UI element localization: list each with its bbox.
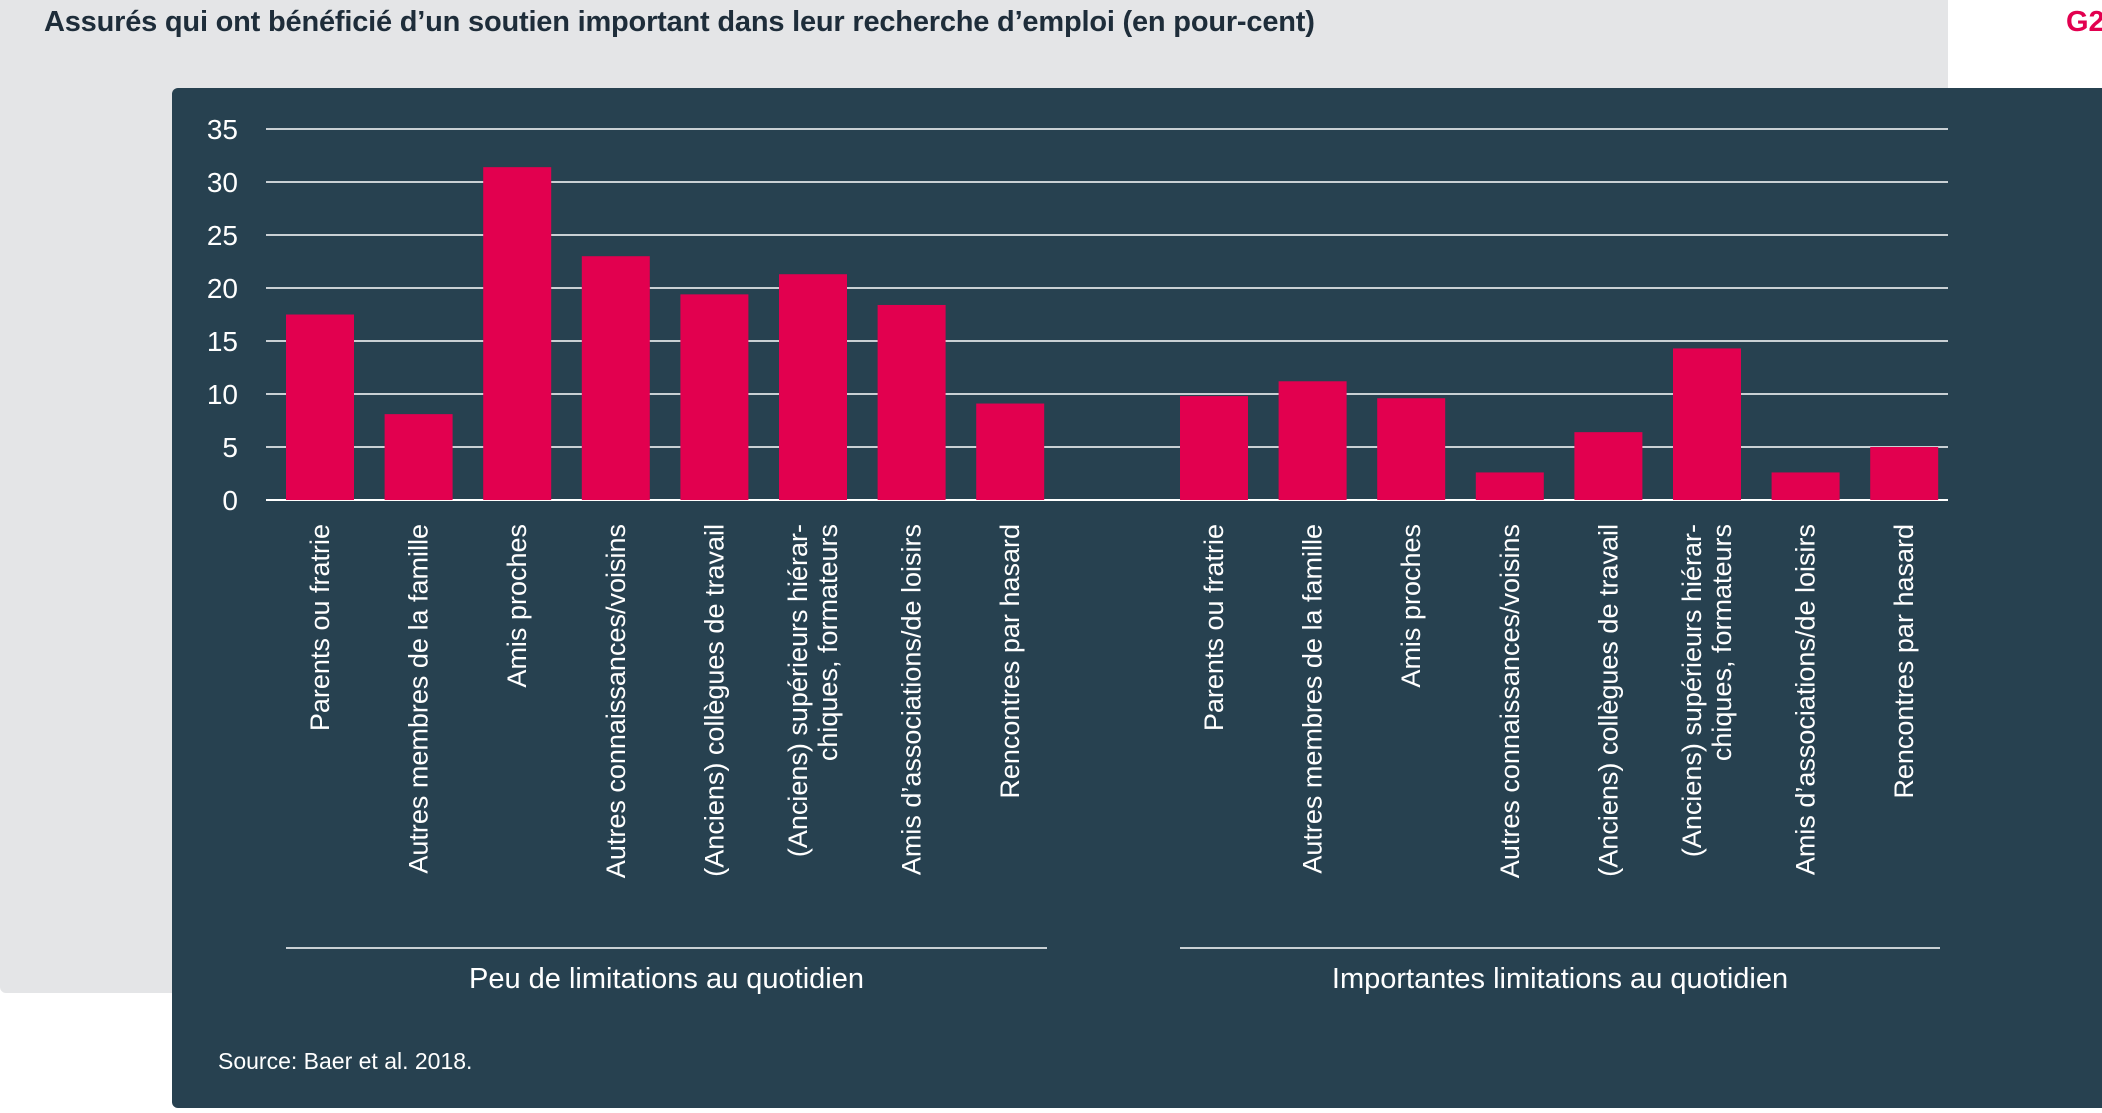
category-label: Autres membres de la famille [404, 524, 434, 874]
category-label: (Anciens) collègues de travail [699, 524, 729, 877]
y-axis-ticks: 0 5 10 15 20 25 30 35 [207, 114, 238, 516]
y-tick-label: 35 [207, 114, 238, 145]
bars [286, 167, 1939, 500]
category-label: Autres connaissances/voisins [1495, 524, 1525, 878]
category-label: Amis proches [502, 524, 532, 688]
y-tick-label: 10 [207, 379, 238, 410]
bar [1771, 472, 1840, 500]
y-tick-label: 25 [207, 220, 238, 251]
bar [779, 274, 847, 500]
bar [1673, 348, 1741, 500]
category-label: Amis d’associations/de loisirs [1791, 524, 1821, 875]
bar [1377, 398, 1446, 500]
bar [976, 403, 1045, 500]
category-label: (Anciens) collègues de travail [1593, 524, 1623, 877]
bar [1870, 447, 1939, 500]
group-labels: Peu de limitations au quotidien Important… [286, 947, 1940, 995]
category-label: Rencontres par hasard [1889, 524, 1919, 799]
y-tick-label: 0 [222, 485, 238, 516]
bar [1278, 381, 1347, 500]
bar [581, 256, 650, 500]
bar [1574, 432, 1643, 500]
group-label: Peu de limitations au quotidien [469, 963, 864, 995]
y-tick-label: 20 [207, 273, 238, 304]
y-tick-label: 15 [207, 326, 238, 357]
y-tick-label: 5 [222, 432, 238, 463]
category-labels: Parents ou fratrie Autres membres de la f… [305, 524, 1919, 878]
bar [483, 167, 552, 500]
bar [286, 314, 354, 500]
category-label: (Anciens) supérieurs hiérar-chiques, for… [783, 524, 843, 857]
bar [1475, 472, 1544, 500]
bar [877, 304, 946, 500]
category-label: Parents ou fratrie [1199, 524, 1229, 731]
category-label: Autres membres de la famille [1298, 524, 1328, 874]
figure-tag: G2 [2066, 6, 2102, 38]
bar [1180, 396, 1248, 500]
category-label: Amis proches [1396, 524, 1426, 688]
group-label: Importantes limitations au quotidien [1332, 963, 1788, 995]
source-note: Source: Baer et al. 2018. [218, 1048, 473, 1074]
category-label: Parents ou fratrie [305, 524, 335, 731]
category-label: (Anciens) supérieurs hiérar-chiques, for… [1677, 524, 1737, 857]
chart-title: Assurés qui ont bénéficié d’un soutien i… [44, 6, 1315, 38]
bar [384, 414, 453, 500]
y-tick-label: 30 [207, 167, 238, 198]
category-label: Rencontres par hasard [995, 524, 1025, 799]
bar [680, 294, 749, 500]
category-label: Amis d’associations/de loisirs [897, 524, 927, 875]
category-label: Autres connaissances/voisins [601, 524, 631, 878]
